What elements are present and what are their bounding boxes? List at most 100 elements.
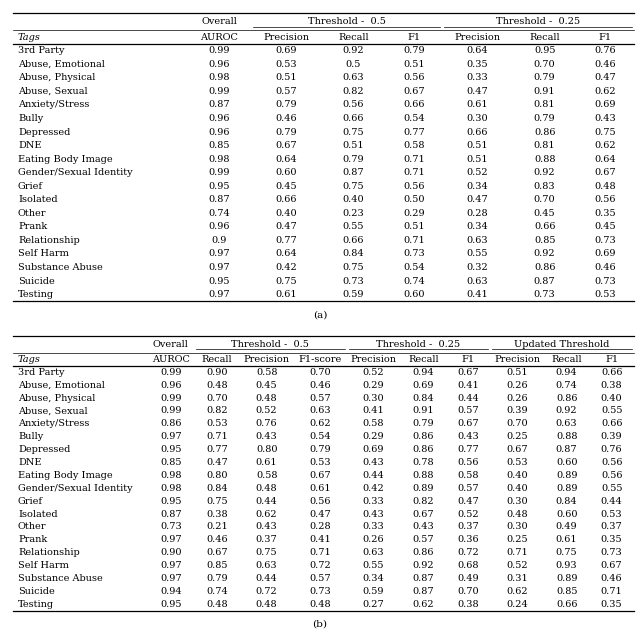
Text: 0.77: 0.77 [206, 445, 228, 454]
Text: 0.98: 0.98 [160, 484, 182, 493]
Text: Suicide: Suicide [18, 277, 54, 286]
Text: 0.71: 0.71 [506, 548, 528, 557]
Text: Gender/Sexual Identity: Gender/Sexual Identity [18, 484, 132, 493]
Text: Threshold -  0.25: Threshold - 0.25 [496, 17, 580, 26]
Text: 0.75: 0.75 [342, 128, 364, 137]
Text: Other: Other [18, 209, 47, 218]
Text: 0.57: 0.57 [309, 394, 331, 403]
Text: 0.44: 0.44 [458, 394, 479, 403]
Text: Threshold -  0.5: Threshold - 0.5 [308, 17, 386, 26]
Text: 0.73: 0.73 [309, 587, 331, 596]
Text: 0.60: 0.60 [403, 290, 424, 299]
Text: 0.44: 0.44 [363, 471, 385, 480]
Text: 0.61: 0.61 [256, 458, 278, 467]
Text: 0.88: 0.88 [534, 154, 556, 164]
Text: 0.38: 0.38 [458, 599, 479, 609]
Text: 0.43: 0.43 [256, 432, 278, 441]
Text: 0.45: 0.45 [534, 209, 556, 218]
Text: 0.75: 0.75 [595, 128, 616, 137]
Text: 0.80: 0.80 [206, 471, 228, 480]
Text: 0.32: 0.32 [467, 263, 488, 272]
Text: 0.60: 0.60 [556, 458, 577, 467]
Text: 0.51: 0.51 [403, 60, 424, 69]
Text: 0.39: 0.39 [601, 432, 623, 441]
Text: 0.40: 0.40 [506, 471, 528, 480]
Text: (b): (b) [312, 620, 328, 629]
Text: 0.67: 0.67 [458, 419, 479, 429]
Text: 0.76: 0.76 [601, 445, 623, 454]
Text: 0.68: 0.68 [458, 561, 479, 570]
Text: 0.70: 0.70 [506, 419, 528, 429]
Text: 0.99: 0.99 [160, 394, 182, 403]
Text: 0.85: 0.85 [556, 587, 577, 596]
Text: 0.48: 0.48 [309, 599, 331, 609]
Text: Self Harm: Self Harm [18, 561, 68, 570]
Text: 0.87: 0.87 [342, 168, 364, 177]
Text: 0.53: 0.53 [601, 509, 623, 519]
Text: Updated Threshold: Updated Threshold [514, 340, 609, 349]
Text: 0.77: 0.77 [403, 128, 425, 137]
Text: 0.67: 0.67 [275, 141, 297, 150]
Text: 0.41: 0.41 [363, 406, 385, 415]
Text: 0.70: 0.70 [458, 587, 479, 596]
Text: 0.97: 0.97 [160, 432, 182, 441]
Text: Abuse, Sexual: Abuse, Sexual [18, 406, 88, 415]
Text: 0.75: 0.75 [275, 277, 297, 286]
Text: Abuse, Emotional: Abuse, Emotional [18, 60, 105, 69]
Text: F1: F1 [598, 32, 612, 42]
Text: 0.80: 0.80 [256, 445, 277, 454]
Text: 0.86: 0.86 [413, 432, 434, 441]
Text: 0.48: 0.48 [256, 484, 278, 493]
Text: 0.94: 0.94 [413, 368, 434, 377]
Text: 0.26: 0.26 [363, 535, 385, 544]
Text: 0.58: 0.58 [458, 471, 479, 480]
Text: 0.61: 0.61 [309, 484, 331, 493]
Text: Depressed: Depressed [18, 445, 70, 454]
Text: 0.33: 0.33 [363, 523, 385, 531]
Text: 0.35: 0.35 [601, 599, 623, 609]
Text: 0.47: 0.47 [458, 497, 479, 505]
Text: 0.55: 0.55 [363, 561, 384, 570]
Text: 0.84: 0.84 [206, 484, 228, 493]
Text: Tags: Tags [18, 32, 41, 42]
Text: 0.46: 0.46 [601, 574, 623, 583]
Text: 0.67: 0.67 [595, 168, 616, 177]
Text: 0.87: 0.87 [160, 509, 182, 519]
Text: Gender/Sexual Identity: Gender/Sexual Identity [18, 168, 132, 177]
Text: 0.86: 0.86 [413, 548, 434, 557]
Text: 0.61: 0.61 [556, 535, 577, 544]
Text: Anxiety/Stress: Anxiety/Stress [18, 100, 90, 109]
Text: F1: F1 [605, 355, 618, 364]
Text: 0.55: 0.55 [342, 222, 364, 231]
Text: 0.74: 0.74 [403, 277, 425, 286]
Text: Threshold -  0.25: Threshold - 0.25 [376, 340, 461, 349]
Text: Grief: Grief [18, 182, 43, 190]
Text: 0.83: 0.83 [534, 182, 556, 190]
Text: 0.97: 0.97 [160, 574, 182, 583]
Text: 0.51: 0.51 [275, 73, 297, 83]
Text: 0.57: 0.57 [275, 87, 297, 96]
Text: Eating Body Image: Eating Body Image [18, 471, 113, 480]
Text: 0.58: 0.58 [403, 141, 424, 150]
Text: 0.67: 0.67 [309, 471, 331, 480]
Text: 0.21: 0.21 [206, 523, 228, 531]
Text: 0.67: 0.67 [458, 368, 479, 377]
Text: 0.99: 0.99 [209, 46, 230, 55]
Text: 0.82: 0.82 [342, 87, 364, 96]
Text: 0.40: 0.40 [601, 394, 623, 403]
Text: 0.62: 0.62 [595, 87, 616, 96]
Text: 0.36: 0.36 [458, 535, 479, 544]
Text: 0.79: 0.79 [534, 114, 556, 123]
Text: 0.93: 0.93 [556, 561, 577, 570]
Text: Depressed: Depressed [18, 128, 70, 137]
Text: Testing: Testing [18, 290, 54, 299]
Text: 0.47: 0.47 [467, 87, 488, 96]
Text: 0.63: 0.63 [342, 73, 364, 83]
Text: 0.25: 0.25 [506, 432, 528, 441]
Text: Overall: Overall [201, 17, 237, 26]
Text: 0.94: 0.94 [556, 368, 577, 377]
Text: Recall: Recall [338, 32, 369, 42]
Text: 0.57: 0.57 [458, 406, 479, 415]
Text: 0.95: 0.95 [209, 277, 230, 286]
Text: 0.71: 0.71 [403, 168, 425, 177]
